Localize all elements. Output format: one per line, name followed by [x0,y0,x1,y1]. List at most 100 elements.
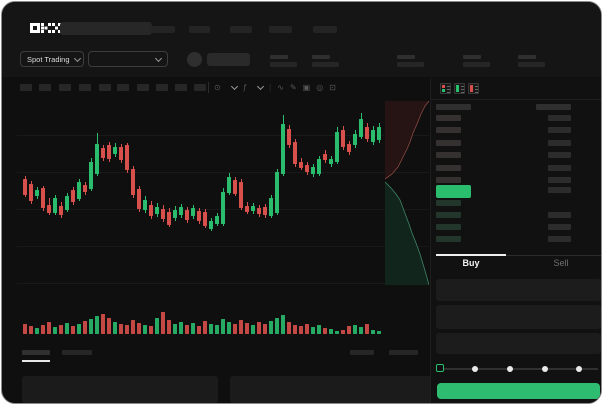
volume-bar [215,325,219,334]
candle-wick [342,126,344,150]
candle [179,207,183,215]
bottom-bar-link-1[interactable] [350,350,374,355]
volume-bar [305,324,309,334]
candle-wick [132,166,134,198]
candle-wick [60,202,62,218]
candle-wick [378,123,380,143]
candle-wick [48,198,50,215]
timeframe-button-1[interactable] [20,84,32,91]
ask-amount-bar [548,165,571,171]
nav-item-4[interactable] [269,26,292,33]
bottom-bar-link-2[interactable] [389,350,418,355]
candle [365,127,369,139]
candle [347,144,351,152]
candle [221,192,225,224]
candle [335,132,339,162]
book-view-asks-icon[interactable] [468,83,479,94]
candle [83,185,87,192]
candle [245,206,249,212]
snapshot-icon[interactable]: ▣ [302,83,311,92]
timeframe-button-8[interactable] [156,84,168,91]
order-input-3[interactable] [436,333,601,354]
candle-wick [120,144,122,163]
slider-step-3[interactable] [507,366,513,372]
bid-amount-bar [548,236,571,242]
tab-sell[interactable]: Sell [553,258,569,268]
pair-selector-dropdown[interactable] [88,51,168,67]
chevron-down-icon [73,54,81,62]
timeframe-button-3[interactable] [59,84,71,91]
indicator-icon[interactable]: ⊙ [214,83,221,92]
chart-tools: ⊙ ƒ | ∿ ✎ ▣ ◎ ⊡ [214,82,336,93]
volume-bar [365,324,369,334]
market-type-dropdown[interactable]: Spot Trading [20,51,84,67]
bid-price-bar [436,212,461,218]
slider-step-2[interactable] [472,366,478,372]
timeframe-button-6[interactable] [117,84,129,91]
candle-wick [312,164,314,177]
candle-wick [276,169,278,215]
ask-amount-bar [548,140,571,146]
candle-wick [102,145,104,161]
candle [329,159,333,164]
nav-item-2[interactable] [189,26,210,33]
fullscreen-icon[interactable]: ⊡ [329,83,336,92]
book-view-bids-icon[interactable] [454,83,465,94]
candle [95,144,99,174]
active-tab-underline [22,360,50,362]
draw-icon[interactable]: ✎ [289,83,297,92]
nav-item-3[interactable] [230,26,252,33]
chevron-down-icon [230,82,238,91]
candle-wick [306,162,308,175]
buy-submit-button[interactable] [437,383,600,399]
timeframe-button-2[interactable] [39,84,51,91]
candle [173,210,177,218]
bid-amount-bar [548,224,571,230]
candle-wick [372,126,374,145]
slider-handle[interactable] [436,364,444,372]
ask-price-bar [436,127,461,133]
candle-wick [240,179,242,210]
volume-bar [293,325,297,334]
orderbook-header-price [436,104,471,110]
chevron-down-icon [257,82,265,91]
volume-bar [179,322,183,334]
volume-bar [89,319,93,334]
volume-bar [59,325,63,334]
timeframe-button-7[interactable] [137,84,149,91]
candle [125,145,129,170]
bottom-tab-active[interactable] [22,350,50,355]
nav-item-5[interactable] [313,26,337,33]
candle [257,208,261,214]
candle-wick [264,204,266,218]
timeframe-button-10[interactable] [194,84,206,91]
formula-icon[interactable]: ƒ [242,83,248,92]
book-view-combined-icon[interactable] [440,83,451,94]
settings-icon[interactable]: ◎ [316,83,324,92]
volume-bar [359,327,363,334]
candle [71,190,75,202]
ask-price-bar [436,152,461,158]
slider-step-4[interactable] [542,366,548,372]
okx-logo[interactable] [30,23,61,33]
timeframe-button-9[interactable] [175,84,187,91]
line-tool-icon[interactable]: ∿ [277,83,284,92]
amount-slider[interactable] [439,368,598,370]
slider-step-5[interactable] [576,366,582,372]
nav-item-1[interactable] [150,26,175,33]
volume-bar [377,331,381,334]
candle [191,208,195,216]
order-input-2[interactable] [436,305,601,329]
timeframe-button-4[interactable] [79,84,91,91]
search-input[interactable] [60,22,152,35]
candle-wick [54,195,56,215]
market-type-label: Spot Trading [27,54,70,64]
candle [47,205,51,213]
gridline [17,246,429,247]
tab-buy[interactable]: Buy [462,258,480,268]
timeframe-button-5[interactable] [99,84,111,91]
ask-price-bar [436,165,461,171]
order-input-1[interactable] [436,279,601,301]
bottom-tab-2[interactable] [62,350,92,355]
volume-bar [29,326,33,334]
